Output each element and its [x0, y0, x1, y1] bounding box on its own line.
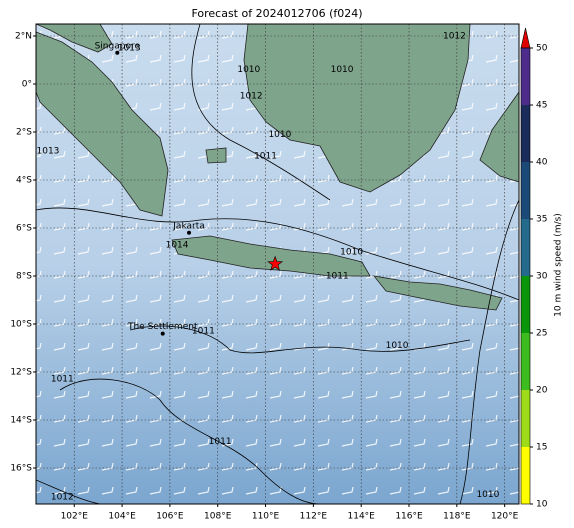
y-tick-label: 12°S: [10, 368, 32, 378]
colorbar-segment: [521, 447, 530, 504]
colorbar-tick-label: 45: [536, 101, 547, 111]
contour-label: 1010: [476, 490, 499, 500]
x-tick-label: 112°E: [300, 512, 328, 522]
y-tick-label: 4°S: [16, 176, 32, 186]
place-label: Singapore: [95, 41, 141, 51]
colorbar-segment: [521, 105, 530, 162]
contour: [36, 207, 519, 301]
colorbar-segment: [521, 276, 530, 333]
x-tick-label: 108°E: [204, 512, 232, 522]
map-area: 1013 1012 1010 1010 1012 1010 1011 1013 1014 1010…: [36, 24, 519, 504]
colorbar-extend: [520, 27, 531, 49]
colorbar-label: 10 m wind speed (m/s): [554, 213, 564, 317]
place-label: Jakarta: [172, 221, 204, 231]
contour: [59, 378, 321, 504]
y-tick-label: 8°S: [16, 272, 32, 282]
x-tick-label: 104°E: [108, 512, 136, 522]
contour: [129, 325, 471, 354]
colorbar-tick-label: 15: [536, 443, 547, 453]
colorbar-segment: [521, 219, 530, 276]
y-tick-label: 0°: [22, 80, 32, 90]
y-tick-label: 10°S: [10, 320, 32, 330]
land: [243, 24, 471, 193]
contour-label: 1011: [326, 272, 349, 282]
contour-label: 1012: [443, 32, 466, 42]
contour-label: 1011: [51, 375, 74, 385]
colorbar-tick-label: 50: [536, 44, 548, 54]
map-frame: [35, 23, 520, 505]
colorbar-segment: [521, 390, 530, 447]
place-marker: [160, 331, 165, 336]
contour-label: 1010: [331, 65, 354, 75]
x-tick-label: 118°E: [443, 512, 471, 522]
colorbar-segment: [521, 333, 530, 390]
contour-label: 1011: [209, 437, 232, 447]
contour-label: 1010: [340, 248, 363, 258]
contour-label: 1011: [192, 327, 215, 337]
colorbar-tick-label: 25: [536, 329, 547, 339]
y-tick-label: 2°S: [16, 128, 32, 138]
y-tick-label: 2°N: [15, 32, 32, 42]
contour-label: 1012: [240, 92, 263, 102]
contour-label: 1012: [51, 492, 74, 502]
colorbar-tick-label: 40: [536, 158, 548, 168]
colorbar-tick-label: 30: [536, 272, 548, 282]
land: [205, 147, 227, 164]
contour-label: 1010: [268, 130, 291, 140]
y-tick-label: 14°S: [10, 416, 32, 426]
map-title: Forecast of 2024012706 (f024): [191, 7, 362, 20]
contour-label: 1011: [254, 152, 277, 162]
place-label: The Settlement: [127, 322, 198, 332]
x-tick-label: 120°E: [491, 512, 519, 522]
place-marker: [187, 230, 192, 235]
contour-label: 1010: [237, 65, 260, 75]
colorbar-segment: [521, 162, 530, 219]
land: [36, 31, 169, 217]
colorbar-tick-label: 20: [536, 386, 548, 396]
x-tick-label: 102°E: [61, 512, 89, 522]
star-marker: [267, 255, 284, 271]
place-marker: [115, 50, 120, 55]
contour-label: 1010: [386, 341, 409, 351]
colorbar-tick-label: 35: [536, 215, 547, 225]
contour: [36, 479, 101, 504]
land: [373, 275, 503, 311]
colorbar-tick-label: 10: [536, 500, 548, 510]
x-tick-label: 116°E: [395, 512, 423, 522]
x-tick-label: 114°E: [348, 512, 376, 522]
colorbar-segment: [521, 48, 530, 105]
y-tick-label: 6°S: [16, 224, 32, 234]
x-tick-label: 106°E: [156, 512, 184, 522]
contour-label: 1013: [37, 147, 60, 157]
y-tick-label: 16°S: [10, 464, 32, 474]
contour-label: 1013: [118, 44, 141, 54]
contour-label: 1014: [166, 240, 189, 250]
x-tick-label: 110°E: [252, 512, 280, 522]
land: [479, 91, 519, 183]
